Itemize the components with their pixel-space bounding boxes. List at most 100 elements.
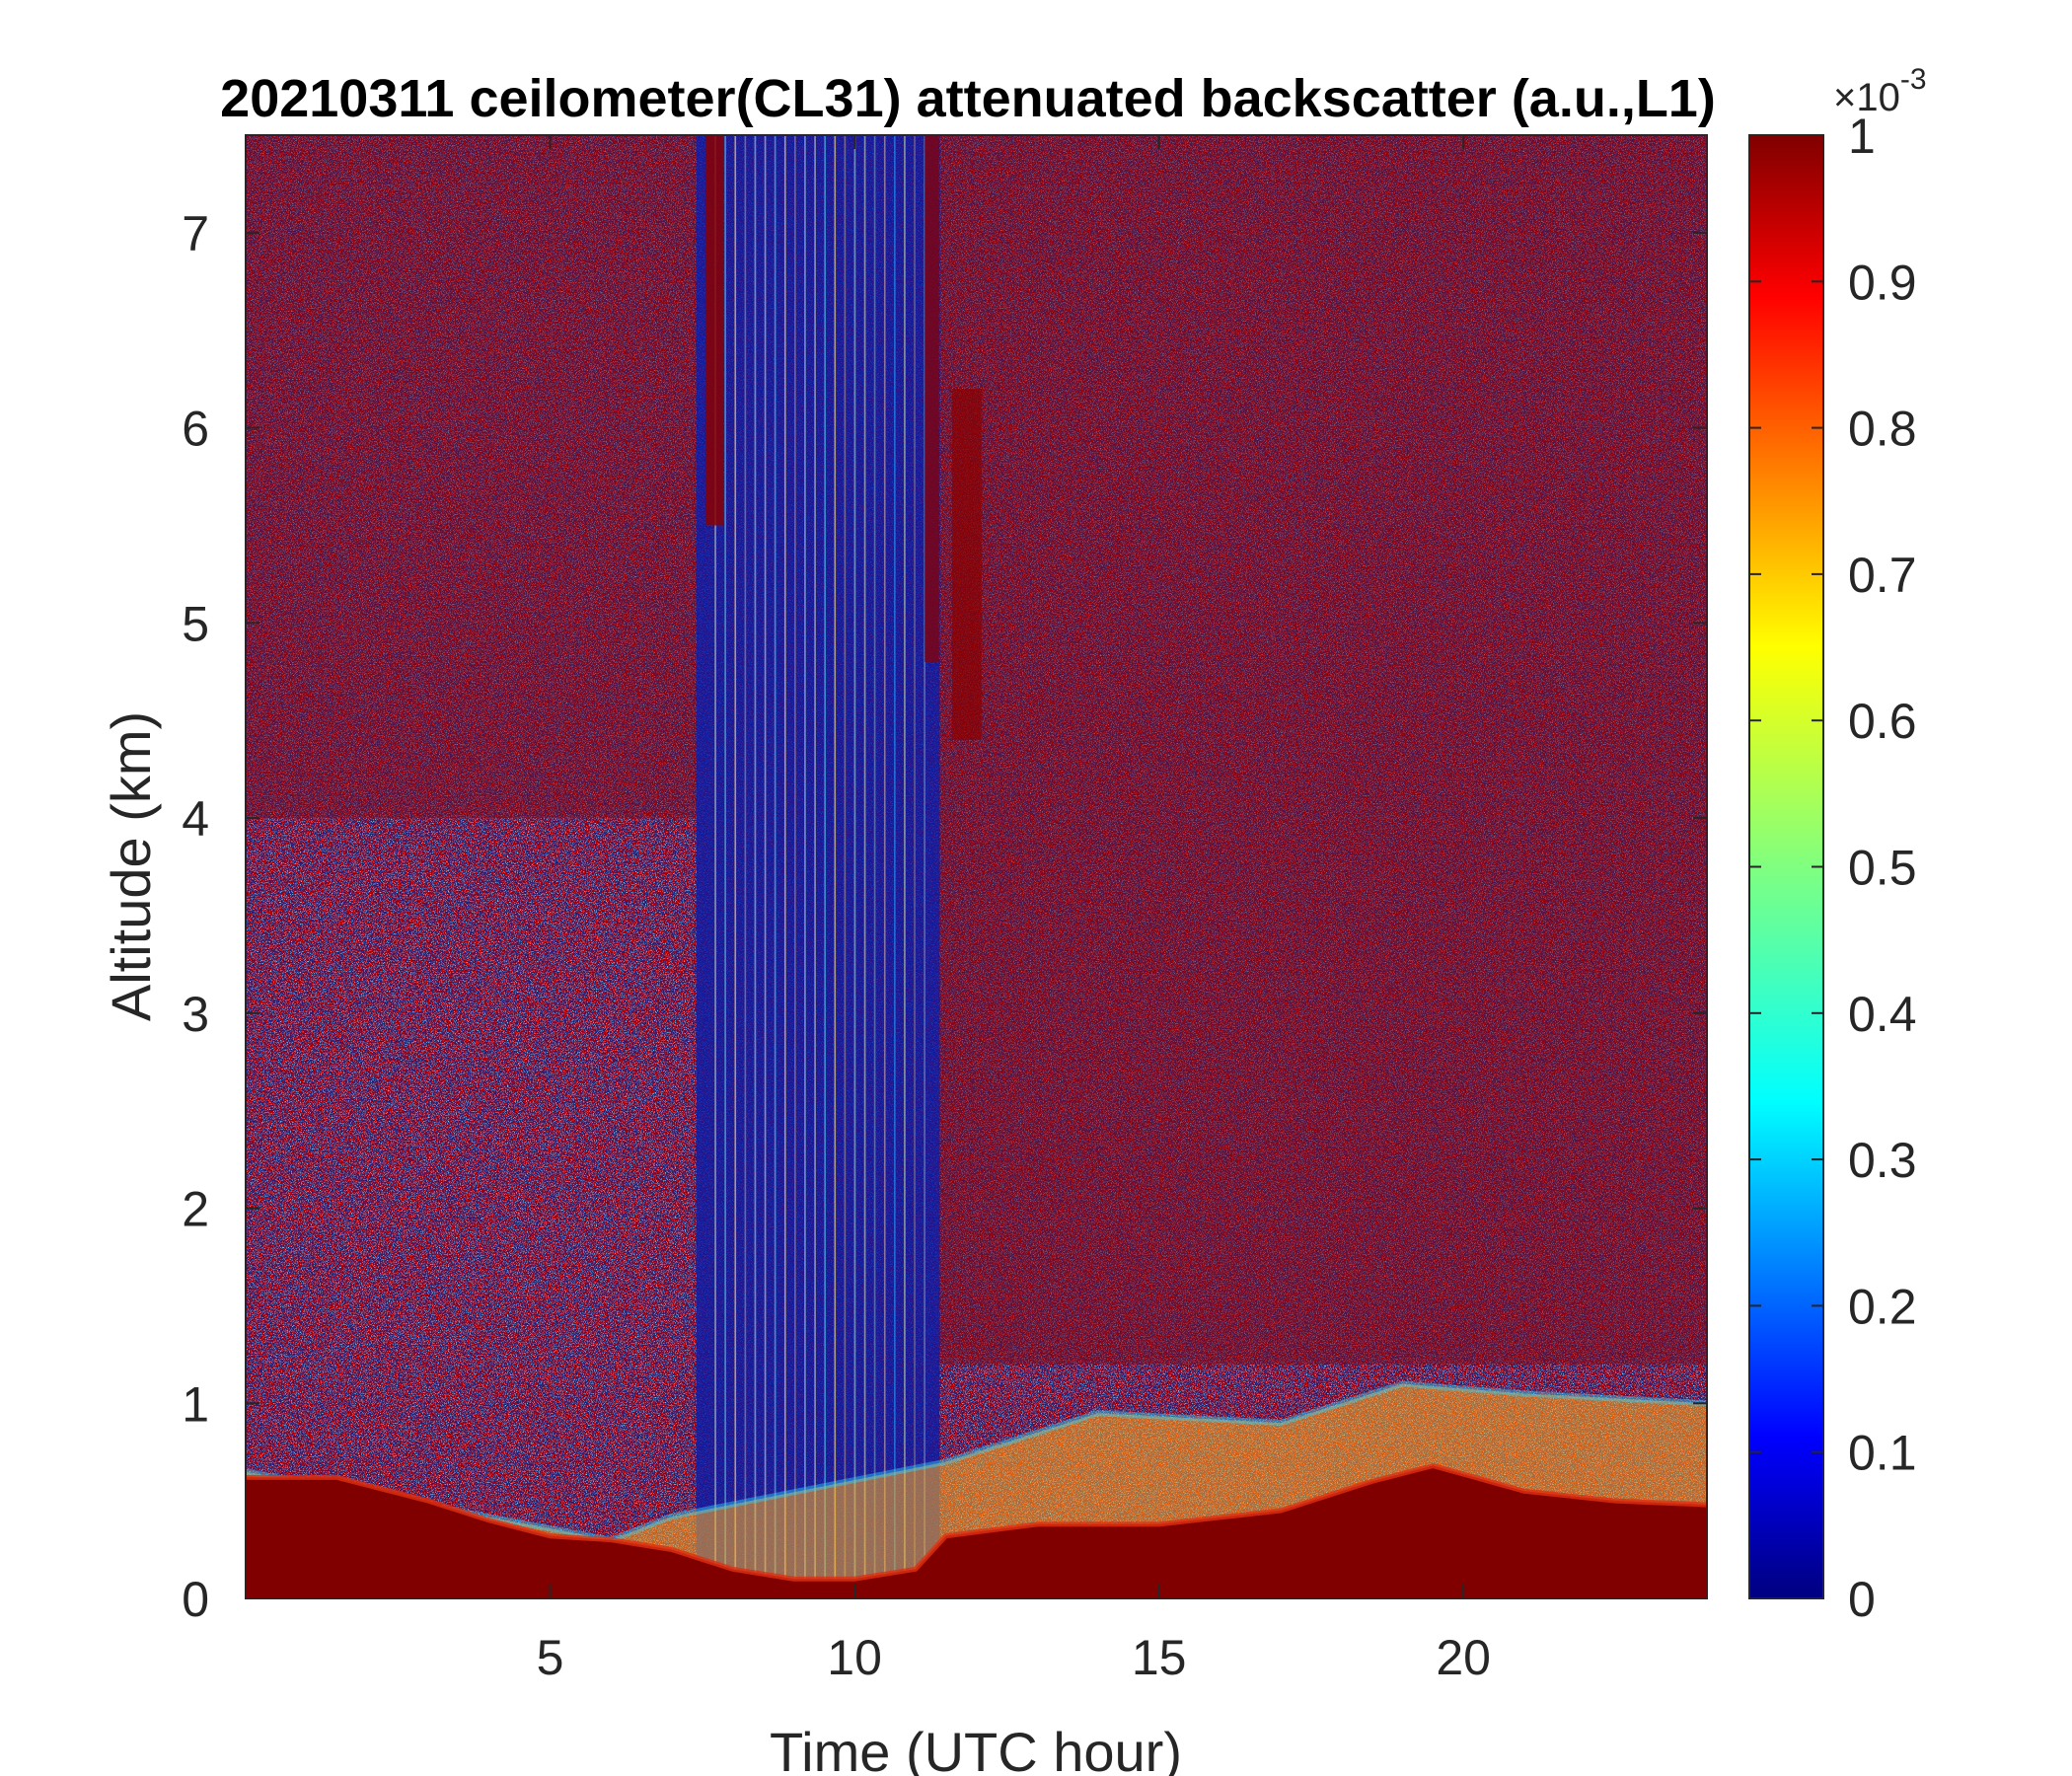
vertical-streak (714, 135, 716, 1598)
colorbar-tick-label: 0 (1848, 1572, 1876, 1627)
vertical-streak (804, 135, 806, 1598)
vertical-streak (784, 135, 786, 1598)
vertical-streak (844, 135, 847, 1598)
vertical-streak (883, 135, 886, 1598)
vertical-streak (893, 135, 896, 1598)
vertical-streak (894, 135, 896, 1598)
vertical-streak (744, 135, 747, 1598)
x-tick-label: 20 (1436, 1630, 1491, 1685)
vertical-streak (853, 135, 856, 1598)
vertical-streak (783, 135, 786, 1598)
vertical-streak (904, 135, 906, 1598)
colorbar-tick-label: 0.8 (1848, 402, 1917, 457)
vertical-streak (804, 135, 806, 1598)
red-column (925, 135, 939, 662)
colorbar-tick-label: 0.5 (1848, 841, 1917, 896)
colorbar: 0 0.1 0.2 0.3 0.4 0.5 0.6 0.7 0.8 0.9 1 ×10-3 (1748, 63, 1927, 1627)
x-tick-label: 10 (827, 1630, 882, 1685)
x-tick-label: 15 (1132, 1630, 1187, 1685)
vertical-streak (834, 135, 837, 1598)
vertical-streak (783, 135, 786, 1598)
y-tick-label: 3 (182, 987, 209, 1042)
clear-signal-window (696, 135, 940, 1598)
vertical-streak (914, 135, 916, 1598)
colorbar-tick-label: 0.4 (1848, 987, 1917, 1042)
vertical-streak (754, 135, 757, 1598)
vertical-streak (924, 135, 925, 1598)
upper-noise-red-right (939, 135, 1707, 1365)
vertical-streak (724, 135, 726, 1598)
vertical-streak (793, 135, 796, 1598)
vertical-streak (863, 135, 866, 1598)
y-tick-label: 7 (182, 206, 209, 261)
vertical-streak (794, 135, 796, 1598)
vertical-streak (863, 135, 866, 1598)
colorbar-tick-label: 0.3 (1848, 1133, 1917, 1188)
vertical-streak (724, 135, 726, 1598)
y-tick-label: 1 (182, 1376, 209, 1432)
vertical-streak (734, 135, 737, 1598)
vertical-streak (824, 135, 827, 1598)
vertical-streak (714, 135, 716, 1598)
vertical-streak (814, 135, 816, 1598)
y-tick-label: 2 (182, 1182, 209, 1237)
vertical-streak (764, 135, 767, 1598)
boundary-layer-top-edge (246, 1462, 1707, 1582)
heatmap-features (246, 135, 1707, 1598)
colorbar-ticks: 0 0.1 0.2 0.3 0.4 0.5 0.6 0.7 0.8 0.9 1 (1749, 109, 1917, 1627)
colorbar-tick-label: 0.7 (1848, 548, 1917, 603)
vertical-streak (764, 135, 767, 1598)
vertical-streak (844, 135, 847, 1598)
vertical-streak (814, 135, 816, 1598)
vertical-streak (914, 135, 916, 1598)
vertical-streak (764, 135, 767, 1598)
vertical-streak (754, 135, 757, 1598)
vertical-streak (924, 135, 925, 1598)
red-column (951, 389, 982, 740)
chart-title: 20210311 ceilometer(CL31) attenuated bac… (220, 69, 1716, 128)
colorbar-tick-label: 1 (1848, 109, 1876, 164)
y-tick-label: 5 (182, 596, 209, 651)
vertical-streak (824, 135, 826, 1598)
vertical-streak (814, 135, 816, 1598)
vertical-streak (744, 135, 747, 1598)
vertical-streak (734, 135, 736, 1598)
vertical-streak (804, 135, 806, 1598)
vertical-streak (774, 135, 777, 1598)
vertical-streak (724, 135, 727, 1598)
colorbar-tick-label: 0.6 (1848, 694, 1917, 749)
aerosol-layer-edge (246, 1380, 1707, 1543)
aerosol-layer (246, 1383, 1707, 1580)
plot-frame (245, 134, 1708, 1599)
y-tick-label: 0 (182, 1572, 209, 1627)
vertical-streak (714, 135, 716, 1598)
vertical-streak (873, 135, 876, 1598)
vertical-streak (774, 135, 777, 1598)
colorbar-gradient (1748, 134, 1824, 1599)
colorbar-exponent-base: ×10 (1833, 76, 1900, 119)
vertical-streak (844, 135, 847, 1598)
x-tick-label: 5 (537, 1630, 564, 1685)
heatmap-plot-area (246, 135, 1707, 1598)
colorbar-exponent: ×10-3 (1833, 63, 1927, 119)
y-tick-label: 4 (182, 791, 209, 847)
vertical-streak (863, 135, 866, 1598)
vertical-streak (853, 135, 856, 1598)
colorbar-exponent-power: -3 (1900, 63, 1927, 96)
colorbar-tick-label: 0.9 (1848, 255, 1917, 310)
red-column (704, 135, 723, 526)
x-axis-label: Time (UTC hour) (770, 1721, 1182, 1776)
x-axis: 5 10 15 20 (537, 135, 1491, 1685)
y-axis: 0 1 2 3 4 5 6 7 (182, 206, 1707, 1627)
vertical-streak (754, 135, 757, 1598)
vertical-streak (834, 135, 837, 1598)
y-axis-label: Altitude (km) (100, 711, 162, 1021)
vertical-streak (774, 135, 777, 1598)
vertical-streak (904, 135, 906, 1598)
vertical-streak (873, 135, 876, 1598)
vertical-streak (734, 135, 737, 1598)
upper-noise-red-left (246, 135, 697, 819)
colorbar-tick-label: 0.2 (1848, 1279, 1917, 1334)
vertical-streak (834, 135, 836, 1598)
